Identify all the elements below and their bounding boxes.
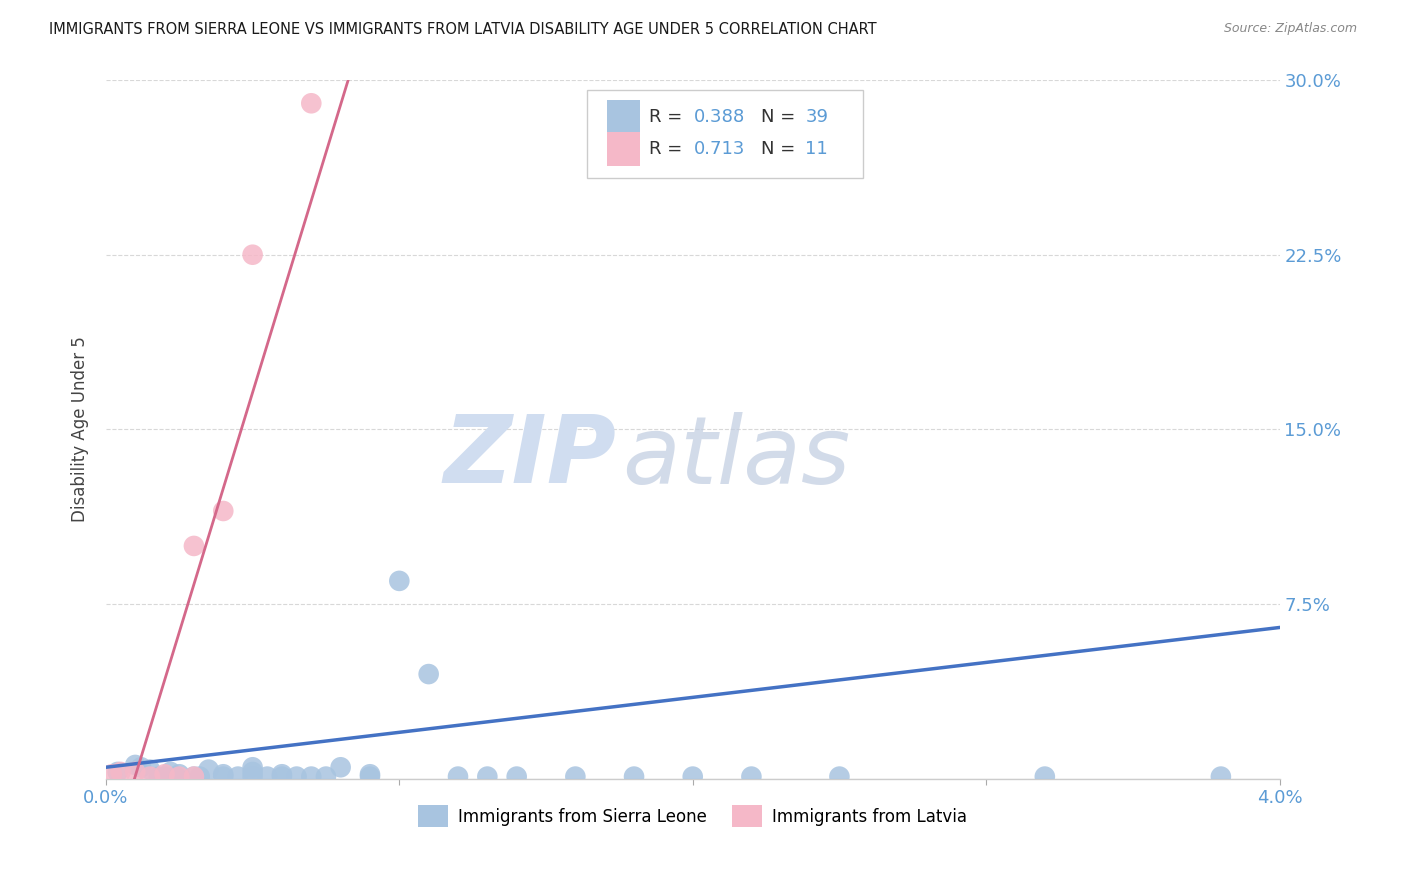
Text: N =: N = [761, 140, 801, 158]
Point [165, 770, 187, 784]
Point [197, 763, 219, 777]
Point [242, 770, 264, 784]
Point [828, 770, 851, 784]
Text: 39: 39 [806, 108, 828, 126]
Point [271, 767, 294, 781]
Point [148, 770, 170, 784]
Point [139, 770, 162, 784]
Point [256, 770, 278, 784]
Point [159, 764, 181, 779]
Point [129, 760, 152, 774]
Point [153, 770, 176, 784]
Text: Source: ZipAtlas.com: Source: ZipAtlas.com [1223, 22, 1357, 36]
Point [315, 770, 337, 784]
Point [740, 770, 762, 784]
Point [271, 770, 294, 784]
Point [285, 770, 308, 784]
Point [167, 770, 190, 784]
Point [329, 760, 352, 774]
Point [110, 764, 132, 779]
Point [359, 767, 381, 781]
Point [107, 764, 129, 779]
Text: 0.713: 0.713 [695, 140, 745, 158]
Point [1033, 770, 1056, 784]
Point [212, 770, 235, 784]
FancyBboxPatch shape [588, 90, 863, 178]
Point [299, 96, 322, 111]
Point [226, 770, 249, 784]
Point [242, 764, 264, 779]
Point [1209, 770, 1232, 784]
Text: R =: R = [650, 140, 689, 158]
Point [124, 764, 146, 779]
Point [359, 770, 381, 784]
Point [242, 248, 264, 262]
Point [299, 770, 322, 784]
Text: atlas: atlas [623, 412, 851, 503]
Point [477, 770, 499, 784]
Point [212, 767, 235, 781]
Text: R =: R = [650, 108, 689, 126]
Point [505, 770, 527, 784]
Point [139, 763, 162, 777]
Point [124, 758, 146, 772]
Point [447, 770, 470, 784]
Text: ZIP: ZIP [443, 411, 616, 503]
Point [183, 770, 205, 784]
Point [167, 767, 190, 781]
Point [183, 770, 205, 784]
Point [623, 770, 645, 784]
Point [212, 504, 235, 518]
Y-axis label: Disability Age Under 5: Disability Age Under 5 [72, 336, 89, 523]
Point [188, 770, 211, 784]
Text: N =: N = [761, 108, 801, 126]
Point [388, 574, 411, 588]
Text: 0.388: 0.388 [695, 108, 745, 126]
Bar [607, 132, 640, 166]
Point [100, 767, 122, 781]
Text: IMMIGRANTS FROM SIERRA LEONE VS IMMIGRANTS FROM LATVIA DISABILITY AGE UNDER 5 CO: IMMIGRANTS FROM SIERRA LEONE VS IMMIGRAN… [49, 22, 877, 37]
Point [418, 667, 440, 681]
Text: 11: 11 [806, 140, 828, 158]
Point [242, 760, 264, 774]
Point [183, 539, 205, 553]
Bar [607, 100, 640, 134]
Legend: Immigrants from Sierra Leone, Immigrants from Latvia: Immigrants from Sierra Leone, Immigrants… [412, 798, 974, 833]
Point [564, 770, 586, 784]
Point [153, 767, 176, 781]
Point [682, 770, 704, 784]
